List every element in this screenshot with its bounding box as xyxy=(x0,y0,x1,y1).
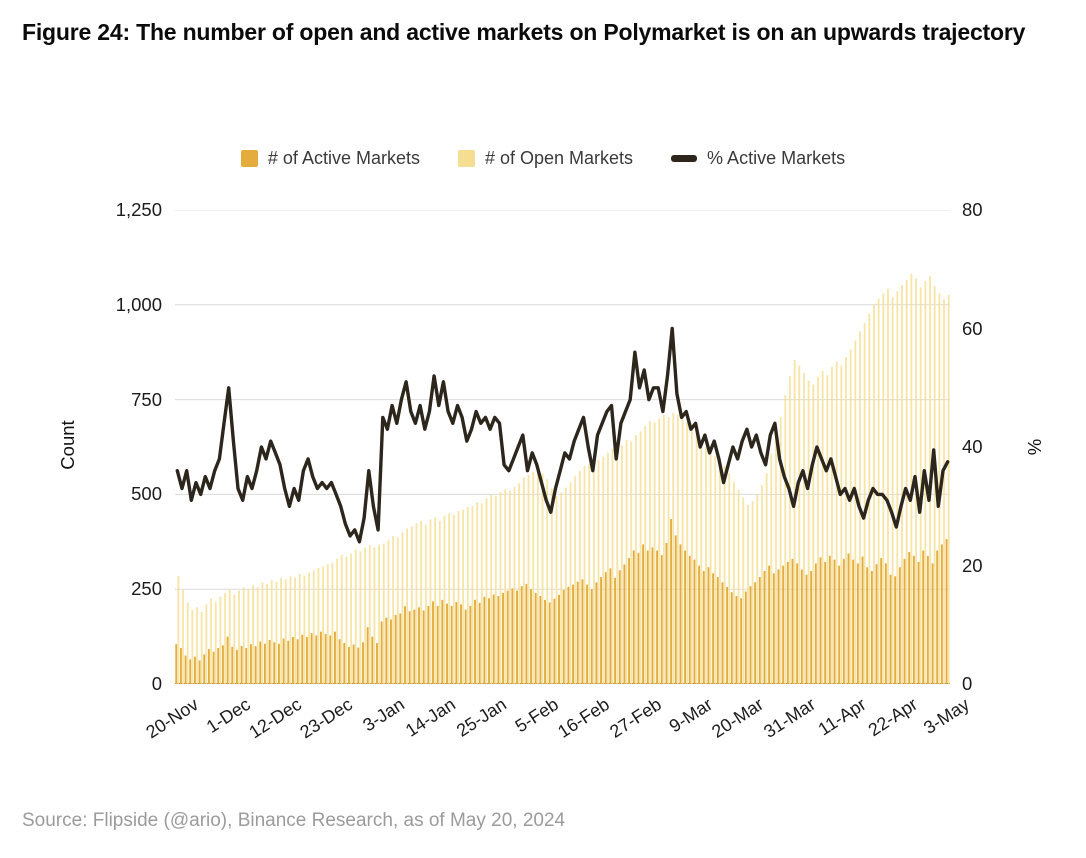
legend-item-active-markets: # of Active Markets xyxy=(240,148,420,169)
legend-label-active-markets: # of Active Markets xyxy=(267,148,420,168)
x-axis-tick-label: 27-Feb xyxy=(605,694,665,742)
y-axis-tick-label-left: 1,250 xyxy=(115,199,162,220)
y-axis-tick-label-right: 80 xyxy=(962,199,983,220)
legend-label-open-markets: # of Open Markets xyxy=(484,148,634,168)
legend-item-open-markets: # of Open Markets xyxy=(457,148,634,169)
y-axis-tick-label-right: 40 xyxy=(962,436,983,457)
x-axis-tick-label: 31-Mar xyxy=(759,694,819,742)
x-axis-tick-label: 11-Apr xyxy=(814,694,870,740)
legend: # of Active Markets # of Open Markets % … xyxy=(0,148,1086,169)
x-axis-tick-label: 22-Apr xyxy=(864,694,922,741)
x-axis-tick-label: 9-Mar xyxy=(665,694,716,737)
y-axis-title-left: Count xyxy=(57,420,78,470)
x-axis-tick-label: 25-Jan xyxy=(453,694,511,741)
source-caption: Source: Flipside (@ario), Binance Resear… xyxy=(22,810,566,831)
figure-title: Figure 24: The number of open and active… xyxy=(22,19,1026,45)
x-axis-tick-label: 20-Mar xyxy=(708,694,768,742)
legend-swatch-open-markets-icon xyxy=(457,150,475,167)
x-axis-tick-label: 5-Feb xyxy=(511,694,562,737)
legend-line-marker-icon xyxy=(671,155,698,162)
x-axis-tick-label: 23-Dec xyxy=(296,694,357,743)
x-axis-tick-label: 12-Dec xyxy=(245,694,305,743)
legend-swatch-active-markets-icon xyxy=(240,150,258,167)
y-axis-tick-label-left: 1,000 xyxy=(115,293,162,315)
y-axis-tick-label-right: 20 xyxy=(962,554,983,576)
y-axis-tick-label-left: 0 xyxy=(151,673,162,694)
x-axis-tick-label: 20-Nov xyxy=(142,694,203,743)
y-axis-tick-label-right: 0 xyxy=(962,673,973,694)
legend-label-pct-active-markets: % Active Markets xyxy=(707,148,846,168)
y-axis-tick-label-left: 250 xyxy=(131,578,162,600)
y-axis-tick-label-left: 750 xyxy=(131,388,162,410)
x-axis-tick-label: 1-Dec xyxy=(202,694,254,737)
y-axis-tick-label-left: 500 xyxy=(131,483,162,505)
x-axis-tick-label: 14-Jan xyxy=(401,694,460,741)
x-axis-tick-label: 3-Jan xyxy=(358,694,408,736)
x-axis-tick-label: 16-Feb xyxy=(554,694,614,742)
y-axis-tick-label-right: 60 xyxy=(962,317,983,339)
legend-item-pct-active-markets: % Active Markets xyxy=(671,148,845,169)
y-axis-title-right: % xyxy=(1024,438,1045,456)
x-axis-tick-label: 3-May xyxy=(919,694,973,739)
markets-chart xyxy=(175,210,950,684)
